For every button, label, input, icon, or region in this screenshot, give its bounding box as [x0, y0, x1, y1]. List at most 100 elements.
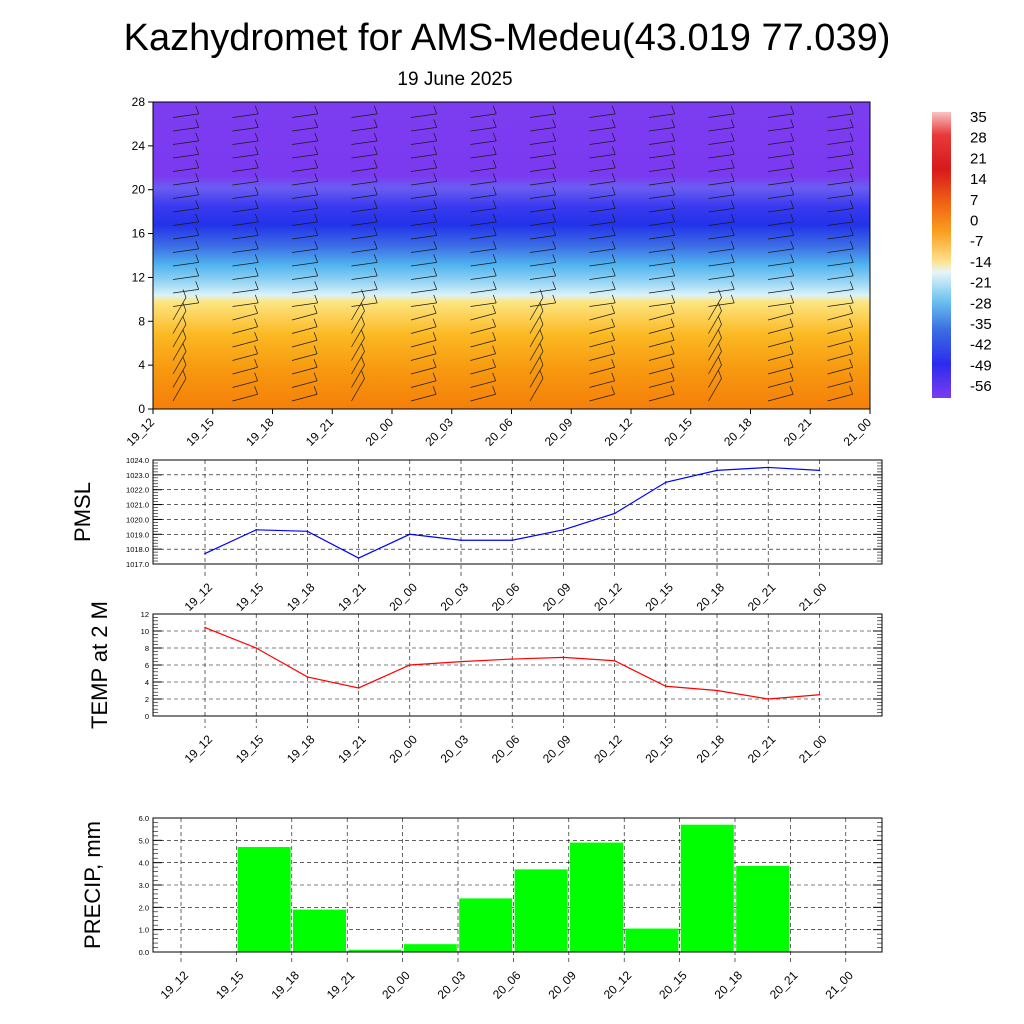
- wind-barb-shaft: [767, 353, 794, 361]
- wind-barb-shaft: [172, 208, 199, 213]
- wind-barb-shaft: [172, 140, 199, 145]
- wind-barb-flag: [671, 105, 676, 115]
- wind-barb-flag: [611, 119, 616, 128]
- wind-barb-shaft: [767, 380, 794, 388]
- pmsl-grid: [153, 459, 882, 576]
- wind-barb-shaft: [291, 194, 318, 199]
- pmsl-ytick-label: 1018.0: [126, 545, 149, 554]
- wind-barb-shaft: [232, 289, 259, 294]
- wind-barb-flag: [790, 254, 795, 263]
- precip-bar: [570, 842, 623, 952]
- wind-barb-flag: [373, 105, 378, 115]
- wind-barb-shaft: [589, 208, 616, 213]
- wind-barb-flag: [671, 200, 676, 209]
- wind-barb-shaft: [291, 248, 318, 253]
- wind-barb-shaft: [708, 262, 735, 267]
- wind-barb-flag: [373, 281, 378, 290]
- wind-barb-flag: [671, 132, 676, 142]
- wind-barb-flag: [718, 289, 722, 298]
- wind-barb-flag: [718, 356, 722, 366]
- temp-xtick-label: 19_18: [284, 732, 318, 766]
- wind-barb-flag: [789, 372, 794, 381]
- wind-barb-shaft: [648, 221, 675, 226]
- wind-barb-shaft: [529, 235, 556, 240]
- wind-barb-shaft: [232, 312, 258, 321]
- cross-section-panel: 0 4 8 12 16 20 24 28 19_12 19_15 19_18 19_21 20_00 2…: [124, 95, 875, 449]
- wind-barb-shaft: [351, 297, 365, 321]
- wind-barb-flag: [432, 345, 437, 354]
- wind-barb-flag: [849, 173, 854, 182]
- wind-barb-shaft: [767, 208, 794, 213]
- wind-barb-shaft: [172, 235, 199, 240]
- wind-barb-shaft: [648, 140, 675, 145]
- wind-barbs-layer: [172, 105, 854, 402]
- wind-barb-flag: [373, 240, 378, 250]
- wind-barb-shaft: [648, 127, 675, 132]
- wind-barb-flag: [195, 159, 200, 169]
- wind-barb-shaft: [827, 339, 853, 348]
- wind-barb-flag: [611, 294, 616, 304]
- wind-barb-shaft: [291, 353, 318, 361]
- pmsl-point: [665, 481, 667, 484]
- wind-barb-shaft: [351, 337, 365, 361]
- wind-barb-flag: [254, 200, 259, 209]
- temp-xtick-label: 20_00: [386, 732, 420, 766]
- cs-xtick-label: 19_21: [303, 415, 337, 449]
- wind-barb-flag: [718, 302, 722, 312]
- wind-barb-flag: [849, 254, 854, 263]
- wind-barb-flag: [790, 173, 795, 182]
- wind-barb-shaft: [767, 289, 794, 294]
- wind-barb-shaft: [589, 353, 615, 361]
- wind-barb-shaft: [351, 378, 365, 402]
- pmsl-xtick-label: 20_03: [438, 580, 472, 614]
- wind-barb-shaft: [827, 113, 854, 118]
- pmsl-ytick-label: 1017.0: [126, 560, 149, 569]
- wind-barb-flag: [790, 240, 795, 250]
- precip-xtick-label: 19_18: [268, 968, 302, 1002]
- wind-barb-shaft: [827, 221, 854, 226]
- temp-point: [665, 685, 667, 688]
- wind-barb-flag: [195, 119, 200, 128]
- wind-barb-flag: [730, 132, 735, 142]
- wind-barb-flag: [373, 294, 378, 304]
- wind-barb-flag: [433, 146, 438, 155]
- wind-barb-flag: [539, 329, 544, 339]
- precip-bar: [514, 869, 568, 952]
- precip-xtick-label: 20_06: [490, 968, 524, 1002]
- wind-barb-shaft: [529, 194, 556, 199]
- cs-xtick-label: 19_15: [183, 415, 217, 449]
- wind-barb-shaft: [470, 289, 497, 294]
- wind-barb-flag: [790, 281, 795, 290]
- pmsl-ylabel: PMSL: [70, 482, 95, 542]
- wind-barb-shaft: [470, 167, 497, 172]
- wind-barb-shaft: [291, 326, 318, 334]
- cross-section-field: [153, 102, 870, 409]
- wind-barb-shaft: [291, 289, 318, 294]
- wind-barb-shaft: [648, 235, 675, 240]
- wind-barb-shaft: [351, 324, 365, 348]
- precip-xtick-label: 19_15: [213, 968, 247, 1002]
- wind-barb-shaft: [232, 339, 258, 348]
- wind-barb-flag: [195, 146, 200, 155]
- wind-barb-flag: [254, 132, 259, 142]
- wind-barb-flag: [314, 186, 319, 196]
- wind-barb-shaft: [470, 221, 497, 226]
- wind-barb-shaft: [589, 393, 615, 402]
- wind-barb-flag: [730, 186, 735, 196]
- precip-xtick-label: 21_00: [822, 968, 856, 1002]
- wind-barb-flag: [730, 105, 735, 115]
- wind-barb-flag: [313, 332, 318, 341]
- precip-ytick-label: 3.0: [139, 881, 149, 890]
- precip-xtick-label: 19_21: [324, 968, 358, 1002]
- temp-xtick-label: 20_21: [745, 732, 779, 766]
- wind-barb-shaft: [232, 380, 258, 388]
- figure-subtitle: 19 June 2025: [397, 69, 512, 90]
- wind-barb-flag: [790, 132, 795, 142]
- wind-barb-flag: [611, 386, 615, 395]
- wind-barb-flag: [611, 173, 616, 182]
- wind-barb-shaft: [767, 221, 794, 226]
- temp-series: [204, 626, 821, 700]
- wind-barb-shaft: [410, 113, 437, 118]
- pmsl-point: [562, 529, 565, 531]
- wind-barb-shaft: [172, 297, 187, 321]
